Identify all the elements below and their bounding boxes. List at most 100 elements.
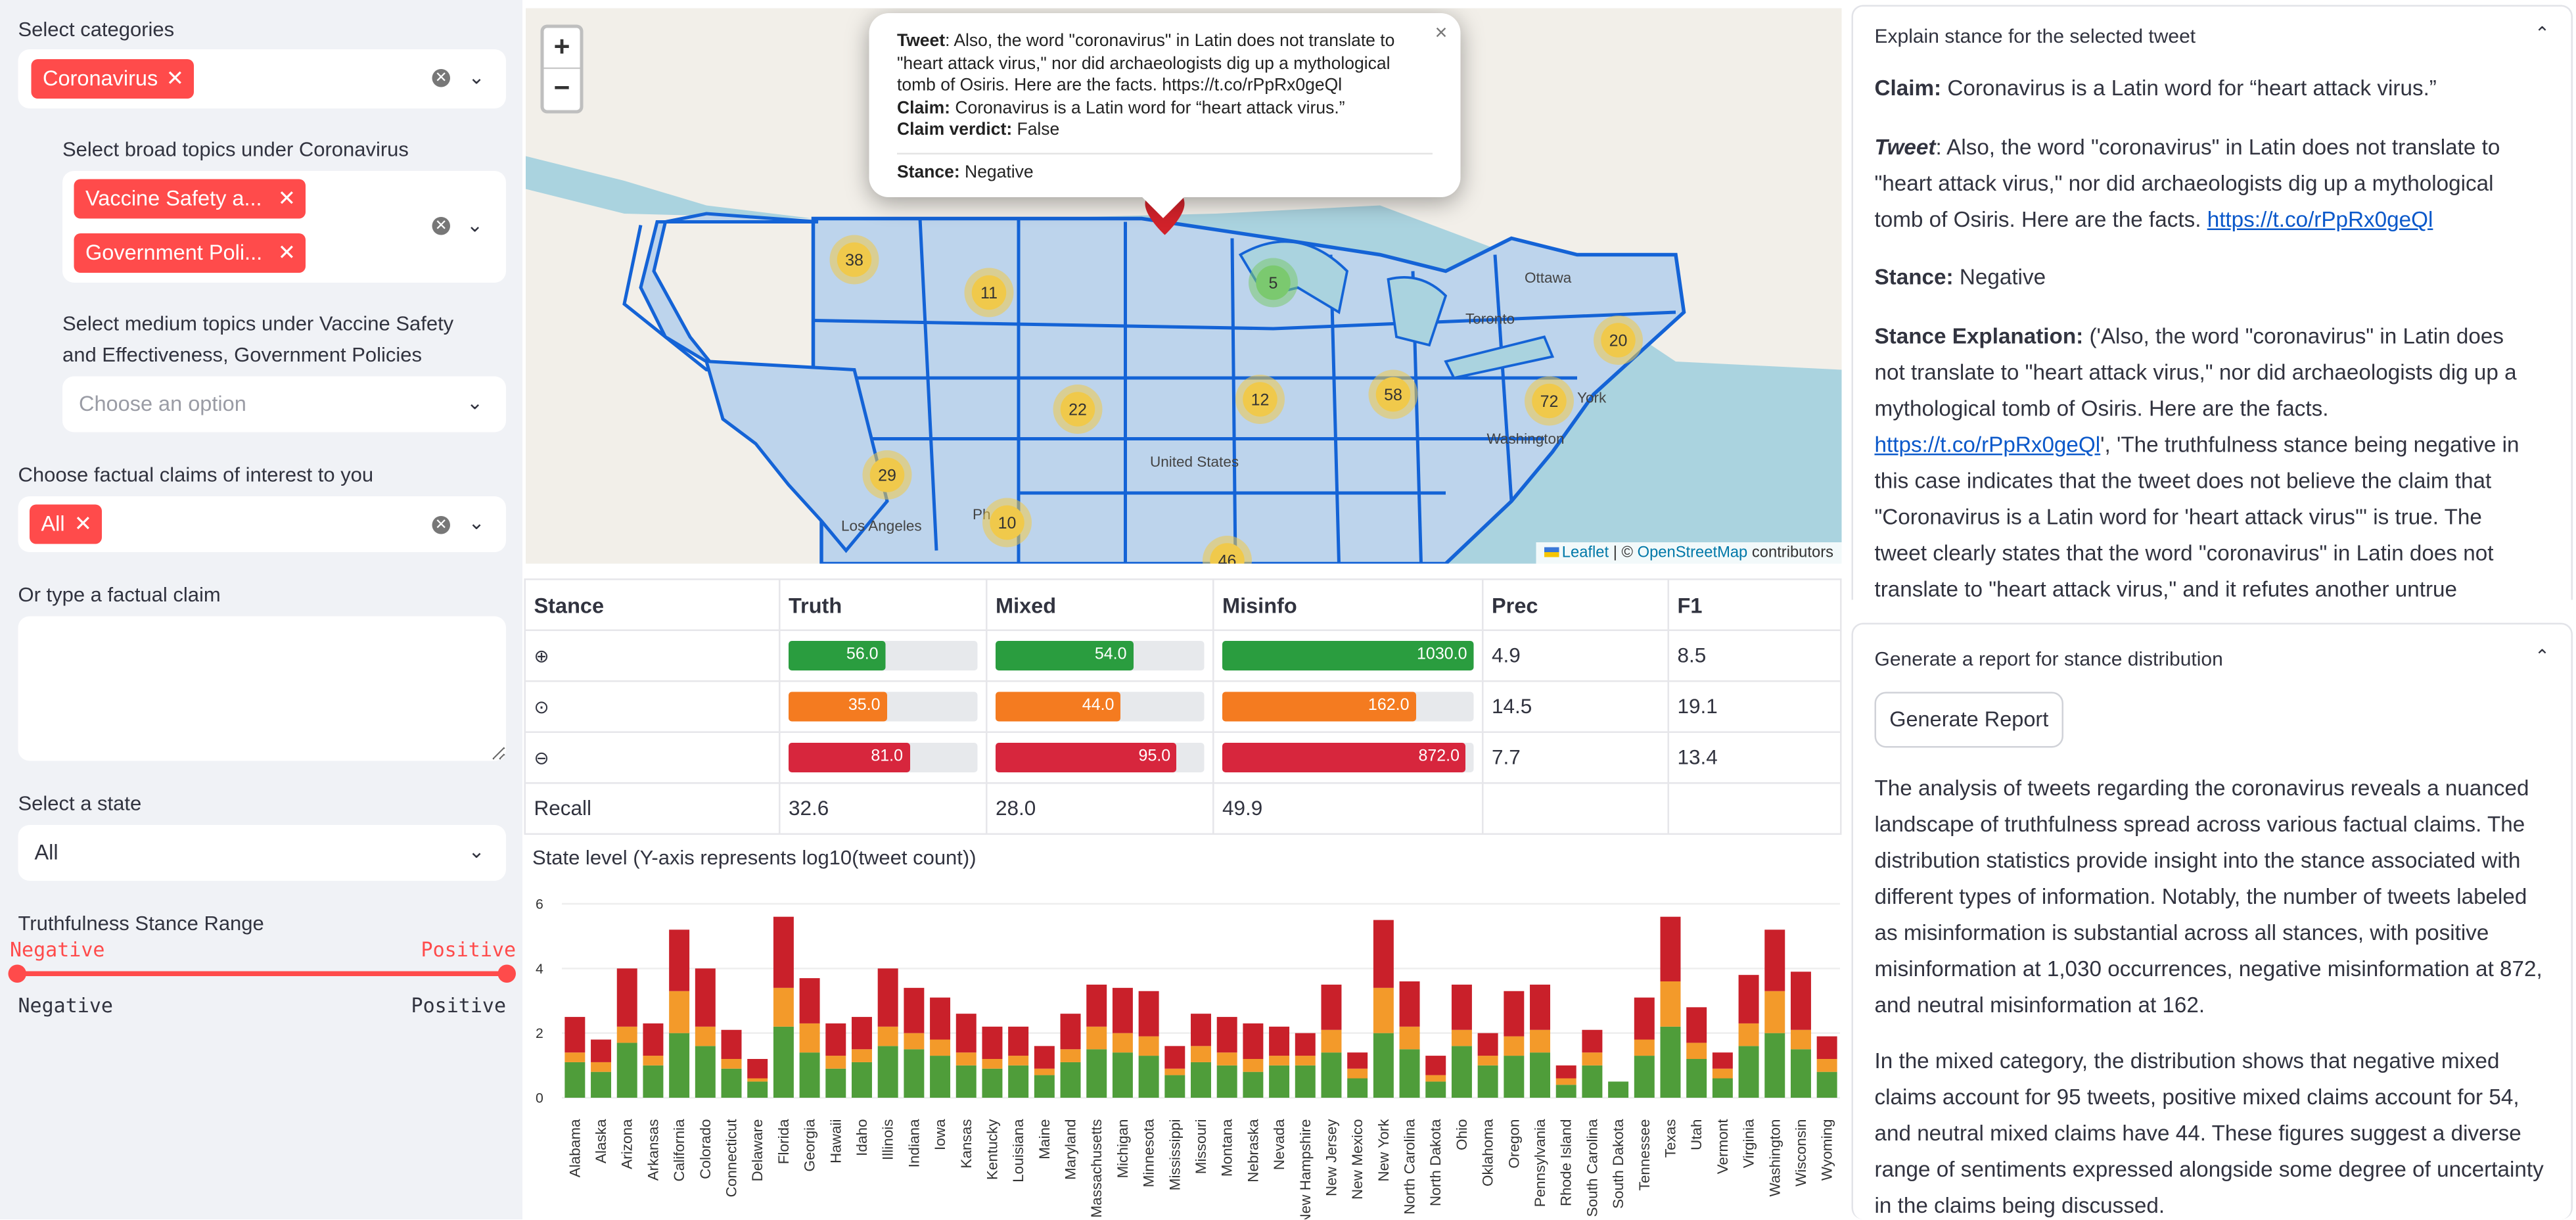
- clear-icon[interactable]: ✕: [432, 516, 450, 534]
- bar-segment[interactable]: [1034, 1046, 1055, 1069]
- chevron-down-icon[interactable]: ⌄: [468, 511, 485, 534]
- bar-segment[interactable]: [747, 1081, 768, 1098]
- bar-segment[interactable]: [1243, 1059, 1264, 1072]
- bar-segment[interactable]: [1555, 1078, 1576, 1085]
- bar-segment[interactable]: [1530, 1052, 1551, 1098]
- clear-icon[interactable]: ✕: [432, 69, 450, 87]
- bar-segment[interactable]: [591, 1039, 612, 1062]
- cluster-marker[interactable]: 20: [1594, 316, 1643, 365]
- bar-segment[interactable]: [564, 1062, 586, 1098]
- zoom-in-button[interactable]: +: [543, 28, 580, 69]
- bar-segment[interactable]: [1347, 1078, 1368, 1098]
- claim-tag[interactable]: All ✕: [30, 504, 102, 544]
- bar-segment[interactable]: [695, 1026, 716, 1046]
- bar-segment[interactable]: [1764, 991, 1785, 1033]
- bar-segment[interactable]: [1347, 1068, 1368, 1079]
- bar-segment[interactable]: [1451, 984, 1472, 1030]
- remove-tag-icon[interactable]: ✕: [277, 185, 296, 211]
- bar-segment[interactable]: [747, 1059, 768, 1079]
- bar-segment[interactable]: [1191, 1062, 1211, 1098]
- bar-segment[interactable]: [773, 916, 794, 988]
- explanation-link[interactable]: https://t.co/rPpRx0geQl: [1874, 432, 2101, 458]
- bar-segment[interactable]: [773, 1026, 794, 1098]
- bar-segment[interactable]: [747, 1078, 768, 1082]
- bar-segment[interactable]: [1086, 1049, 1107, 1098]
- bar-segment[interactable]: [1112, 1033, 1133, 1053]
- bar-segment[interactable]: [1660, 981, 1681, 1027]
- bar-segment[interactable]: [1530, 1029, 1551, 1053]
- bar-segment[interactable]: [1582, 1052, 1603, 1066]
- bar-segment[interactable]: [1399, 981, 1420, 1027]
- bar-segment[interactable]: [591, 1071, 612, 1098]
- bar-segment[interactable]: [1138, 1036, 1159, 1056]
- bar-segment[interactable]: [1269, 1056, 1290, 1066]
- bar-segment[interactable]: [1138, 1056, 1159, 1098]
- bar-segment[interactable]: [1112, 987, 1133, 1033]
- bar-segment[interactable]: [1712, 1068, 1733, 1079]
- bar-segment[interactable]: [1530, 984, 1551, 1030]
- bar-segment[interactable]: [1634, 1039, 1655, 1056]
- broad-topic-tag[interactable]: Government Poli... ✕: [74, 233, 306, 273]
- bar-segment[interactable]: [1738, 1023, 1759, 1046]
- generate-report-button[interactable]: Generate Report: [1874, 692, 2063, 748]
- stance-range-track[interactable]: [18, 971, 506, 976]
- cluster-marker[interactable]: 11: [964, 268, 1014, 317]
- bar-segment[interactable]: [982, 1026, 1003, 1059]
- chevron-down-icon[interactable]: ⌄: [467, 391, 484, 414]
- bar-segment[interactable]: [643, 1056, 664, 1066]
- bar-segment[interactable]: [669, 991, 690, 1033]
- bar-segment[interactable]: [1008, 1056, 1029, 1066]
- broad-topics-multiselect[interactable]: Vaccine Safety a... ✕ Government Poli... ✕…: [62, 171, 506, 283]
- bar-segment[interactable]: [1216, 1052, 1237, 1066]
- bar-segment[interactable]: [1504, 1056, 1525, 1098]
- bar-segment[interactable]: [1555, 1085, 1576, 1098]
- bar-segment[interactable]: [1425, 1081, 1446, 1098]
- categories-multiselect[interactable]: Coronavirus ✕ ✕ ⌄: [18, 49, 506, 108]
- bar-segment[interactable]: [1191, 1046, 1211, 1062]
- chevron-down-icon[interactable]: ⌄: [468, 66, 485, 89]
- tweet-map[interactable]: Ottawa Toronto United States Los Angeles…: [526, 8, 1842, 564]
- bar-segment[interactable]: [669, 1033, 690, 1098]
- bar-segment[interactable]: [799, 1023, 820, 1053]
- bar-segment[interactable]: [1191, 1014, 1211, 1046]
- bar-segment[interactable]: [1243, 1071, 1264, 1098]
- bar-segment[interactable]: [1451, 1046, 1472, 1098]
- bar-segment[interactable]: [930, 1039, 951, 1056]
- bar-segment[interactable]: [1425, 1056, 1446, 1075]
- cluster-marker[interactable]: 10: [982, 498, 1032, 548]
- bar-segment[interactable]: [1321, 1052, 1342, 1098]
- bar-segment[interactable]: [1373, 1033, 1394, 1098]
- bar-segment[interactable]: [851, 1062, 872, 1098]
- bar-segment[interactable]: [1399, 1026, 1420, 1050]
- remove-tag-icon[interactable]: ✕: [166, 66, 184, 91]
- bar-segment[interactable]: [1243, 1023, 1264, 1059]
- bar-segment[interactable]: [904, 1033, 925, 1050]
- bar-segment[interactable]: [877, 968, 898, 1027]
- bar-segment[interactable]: [1269, 1065, 1290, 1098]
- bar-segment[interactable]: [616, 968, 637, 1027]
- bar-segment[interactable]: [1712, 1078, 1733, 1098]
- bar-segment[interactable]: [930, 997, 951, 1040]
- bar-segment[interactable]: [1451, 1029, 1472, 1046]
- bar-segment[interactable]: [851, 1049, 872, 1062]
- bar-segment[interactable]: [1373, 920, 1394, 988]
- bar-segment[interactable]: [1816, 1036, 1837, 1059]
- remove-tag-icon[interactable]: ✕: [74, 511, 92, 536]
- bar-segment[interactable]: [1060, 1014, 1081, 1050]
- bar-segment[interactable]: [643, 1023, 664, 1056]
- bar-segment[interactable]: [1295, 1056, 1316, 1066]
- clear-icon[interactable]: ✕: [432, 217, 450, 235]
- bar-segment[interactable]: [825, 1068, 846, 1098]
- bar-segment[interactable]: [1634, 1056, 1655, 1098]
- bar-segment[interactable]: [1164, 1068, 1185, 1075]
- chevron-up-icon[interactable]: ⌃: [2534, 24, 2550, 45]
- bar-segment[interactable]: [1816, 1059, 1837, 1072]
- bar-segment[interactable]: [1086, 1026, 1107, 1050]
- bar-segment[interactable]: [851, 1017, 872, 1050]
- bar-segment[interactable]: [1060, 1049, 1081, 1062]
- bar-segment[interactable]: [1764, 1033, 1785, 1098]
- bar-segment[interactable]: [1816, 1071, 1837, 1098]
- cluster-marker[interactable]: 46: [1203, 536, 1252, 564]
- chevron-down-icon[interactable]: ⌄: [467, 214, 484, 237]
- state-select[interactable]: All ⌄: [18, 825, 506, 881]
